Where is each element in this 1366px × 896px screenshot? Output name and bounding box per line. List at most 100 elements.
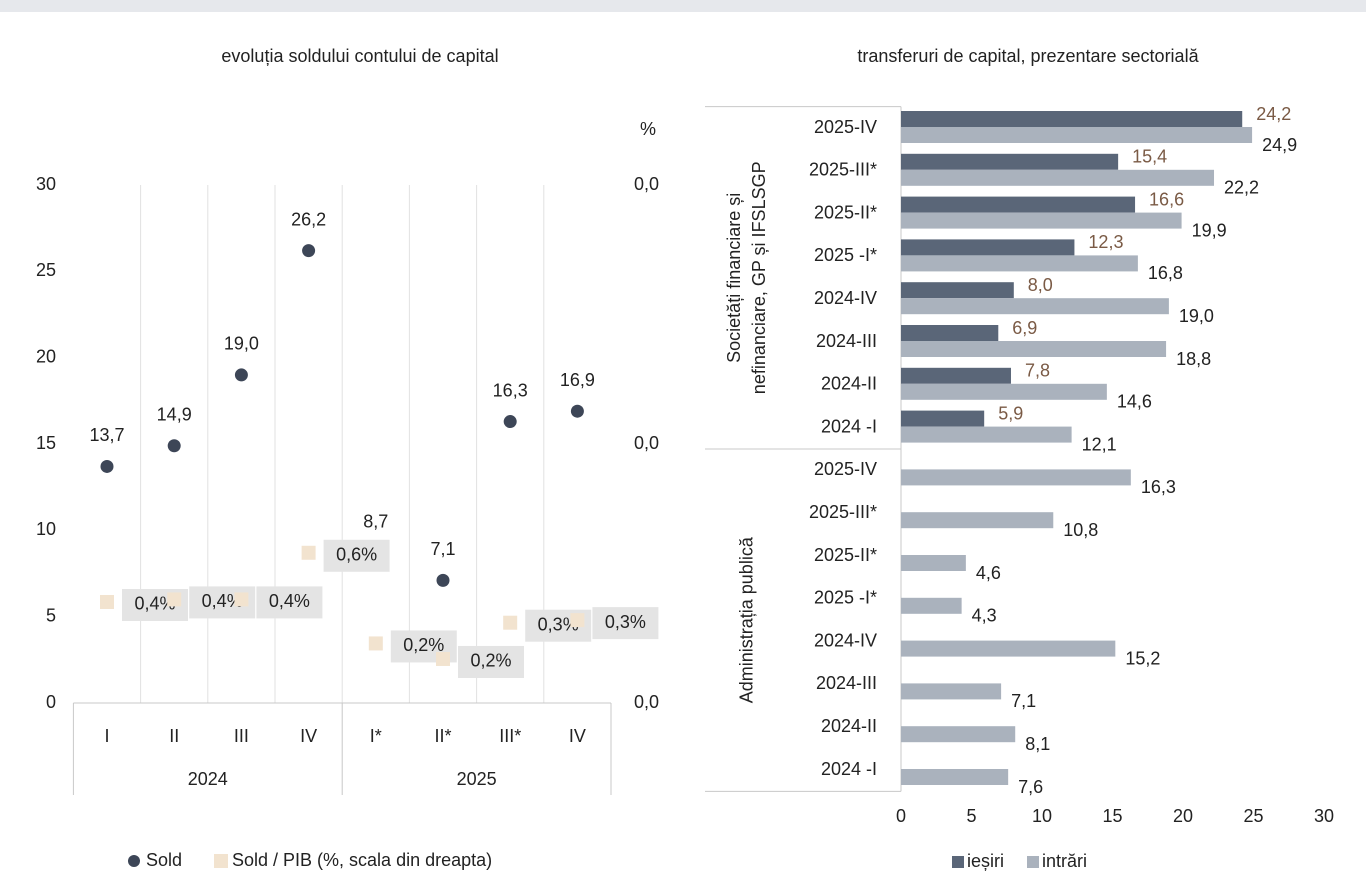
bar — [901, 325, 999, 341]
legend-label: Sold — [146, 850, 182, 870]
bar — [901, 469, 1131, 486]
data-label-box — [458, 645, 524, 678]
y-tick-label: 2024-IV — [814, 630, 877, 650]
data-label: 0,2% — [403, 635, 444, 655]
data-label: 0,4% — [269, 591, 310, 611]
y-tick-label: 2024 -I — [821, 759, 877, 779]
legend-swatch — [128, 855, 140, 867]
x-tick-label: IV — [300, 726, 317, 746]
x-tick-label: 15 — [1102, 806, 1122, 826]
y2-axis-label: % — [640, 119, 656, 139]
bar — [901, 426, 1072, 443]
data-label: 19,9 — [1192, 220, 1227, 240]
data-label: 19,0 — [224, 334, 259, 354]
data-label-box — [256, 586, 323, 619]
y-tick-label: 15 — [36, 433, 56, 453]
bar — [901, 512, 1054, 529]
top-banner — [0, 0, 1366, 12]
x-tick-label: 5 — [966, 806, 976, 826]
y-tick-label: 2025-II* — [814, 545, 877, 565]
bar — [901, 769, 1009, 785]
y-tick-label: 2025 -I* — [814, 588, 877, 608]
data-label: 0,6% — [336, 545, 377, 565]
bar — [901, 683, 1002, 700]
x-tick-label: II — [169, 726, 179, 746]
x-tick-label: 0 — [896, 806, 906, 826]
x-tick-label: III — [234, 726, 249, 746]
chart-title: evoluția soldului contului de capital — [221, 46, 498, 66]
bar — [901, 196, 1136, 213]
x-tick-label: I — [104, 726, 109, 746]
y-tick-label: 0 — [46, 692, 56, 712]
y-tick-label: 5 — [46, 605, 56, 625]
x-tick-label: I* — [370, 726, 382, 746]
data-label: 16,6 — [1149, 189, 1184, 209]
square — [167, 592, 182, 607]
x-tick-label: 25 — [1243, 806, 1263, 826]
data-label: 14,9 — [157, 404, 192, 424]
group-label: Societăți financiare și — [724, 193, 744, 363]
bar — [901, 367, 1011, 384]
square — [503, 615, 518, 630]
y2-tick-label: 0,0 — [634, 433, 659, 453]
y2-tick-label: 0,0 — [634, 692, 659, 712]
x-tick-label: 20 — [1173, 806, 1193, 826]
x-tick-label: IV — [569, 726, 586, 746]
data-label: 7,1 — [430, 539, 455, 559]
y-tick-label: 2024-II — [821, 716, 877, 736]
bar — [901, 726, 1016, 743]
dot — [503, 415, 517, 429]
y-tick-label: 2025-IV — [814, 117, 877, 137]
legend-swatch — [1027, 856, 1039, 868]
data-label: 7,8 — [1025, 361, 1050, 381]
y-tick-label: 25 — [36, 260, 56, 280]
bar — [901, 153, 1119, 170]
dot — [100, 459, 114, 473]
data-label: 0,4% — [134, 594, 175, 614]
data-label: 0,4% — [202, 591, 243, 611]
square — [436, 651, 450, 666]
data-label: 4,6 — [976, 563, 1001, 583]
bar — [901, 212, 1182, 229]
data-label: 14,6 — [1117, 392, 1152, 412]
data-label: 0,3% — [605, 612, 646, 632]
data-label: 8,7 — [363, 512, 388, 532]
data-label: 4,3 — [972, 606, 997, 626]
square — [301, 545, 316, 560]
y2-tick-label: 0,0 — [634, 174, 659, 194]
square — [234, 592, 249, 607]
dot — [167, 439, 181, 453]
dot — [302, 244, 316, 258]
data-label: 22,2 — [1224, 178, 1259, 198]
y-tick-label: 20 — [36, 346, 56, 366]
bar — [901, 169, 1215, 186]
legend-label: Sold / PIB (%, scala din dreapta) — [232, 850, 492, 870]
group-label: 2025 — [457, 769, 497, 789]
y-tick-label: 30 — [36, 174, 56, 194]
square — [570, 613, 585, 628]
square — [100, 594, 114, 609]
y-tick-label: 10 — [36, 519, 56, 539]
y-tick-label: 2024-III — [816, 331, 877, 351]
data-label: 24,2 — [1256, 104, 1291, 124]
data-label: 12,3 — [1088, 232, 1123, 252]
y-tick-label: 2025-IV — [814, 459, 877, 479]
group-label: Administrația publică — [737, 536, 757, 703]
y-tick-label: 2025 -I* — [814, 245, 877, 265]
group-label: nefinanciare, GP și IFSLSGP — [749, 161, 769, 394]
data-label: 18,8 — [1176, 349, 1211, 369]
x-tick-label: 30 — [1314, 806, 1334, 826]
y-tick-label: 2024-III — [816, 673, 877, 693]
bar — [901, 255, 1138, 272]
data-label: 5,9 — [998, 403, 1023, 423]
data-label: 24,9 — [1262, 135, 1297, 155]
x-tick-label: 10 — [1032, 806, 1052, 826]
data-label-box — [323, 539, 390, 572]
bar — [901, 597, 962, 614]
y-tick-label: 2024 -I — [821, 416, 877, 436]
bar — [901, 383, 1107, 400]
data-label: 8,0 — [1028, 275, 1053, 295]
chart-title: transferuri de capital, prezentare secto… — [857, 46, 1199, 66]
